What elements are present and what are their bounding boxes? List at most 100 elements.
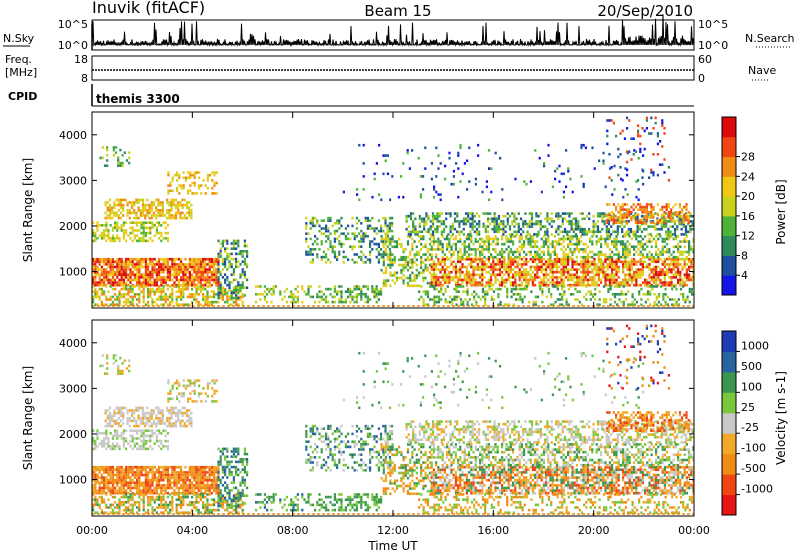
power-cell <box>118 293 121 296</box>
power-cell <box>624 281 627 284</box>
power-cell <box>406 281 410 285</box>
power-cell <box>199 265 202 269</box>
power-cell <box>137 198 140 202</box>
power-cell <box>464 222 468 226</box>
power-cell <box>460 220 463 223</box>
power-cell <box>476 281 479 284</box>
power-cell <box>103 293 106 296</box>
power-cell <box>462 222 465 226</box>
power-cell <box>189 189 192 193</box>
power-cell <box>663 281 666 284</box>
power-cell <box>224 260 227 263</box>
power-cell <box>652 265 655 269</box>
power-cell <box>187 171 190 174</box>
power-cell <box>464 217 468 221</box>
power-cell <box>563 285 566 288</box>
power-cell <box>114 283 117 287</box>
power-cell <box>440 285 443 288</box>
power-cell <box>636 227 639 231</box>
power-cell <box>650 208 653 211</box>
power-cell <box>358 232 361 235</box>
power-cell <box>441 276 444 279</box>
power-cell <box>519 293 522 296</box>
velocity-cell <box>96 473 99 477</box>
power-cell <box>650 235 653 238</box>
power-cell <box>595 253 598 256</box>
power-cell <box>487 248 490 251</box>
power-cell <box>608 119 611 122</box>
power-cell <box>418 290 421 293</box>
power-cell <box>635 263 638 266</box>
colorbar-tick-label: 8 <box>741 249 748 262</box>
power-cell <box>228 281 231 284</box>
power-cell <box>504 214 507 218</box>
power-cell <box>191 273 194 277</box>
power-cell <box>676 211 679 214</box>
nsky-label: N.Sky <box>3 32 35 45</box>
power-cell <box>164 263 167 266</box>
power-cell <box>574 220 578 223</box>
power-cell <box>166 268 169 271</box>
power-cell <box>444 287 447 291</box>
power-cell <box>355 285 358 288</box>
power-cell <box>587 290 590 293</box>
power-cell <box>425 222 428 226</box>
power-cell <box>575 278 578 282</box>
power-cell <box>578 263 581 266</box>
power-cell <box>98 234 101 237</box>
power-cell <box>430 255 433 259</box>
power-cell <box>380 293 383 296</box>
power-cell <box>459 180 462 183</box>
power-cell <box>311 258 314 261</box>
power-cell <box>501 237 504 241</box>
power-cell <box>484 227 487 231</box>
power-cell <box>398 237 401 241</box>
power-cell <box>656 134 659 138</box>
power-cell <box>661 281 664 284</box>
power-cell <box>484 230 487 234</box>
power-cell <box>420 248 423 251</box>
power-cell <box>158 260 161 264</box>
power-cell <box>338 253 341 256</box>
power-cell <box>431 225 435 228</box>
power-cell <box>637 129 640 133</box>
power-cell <box>536 250 539 254</box>
power-cell <box>542 250 545 254</box>
power-cell <box>652 171 655 174</box>
power-cell <box>179 211 182 215</box>
power-cell <box>663 171 666 174</box>
power-cell <box>294 295 297 299</box>
power-cell <box>637 221 640 224</box>
power-cell <box>613 276 616 279</box>
power-cell <box>116 263 119 266</box>
power-cell <box>373 290 376 293</box>
power-cell <box>468 237 471 241</box>
power-cell <box>161 214 164 217</box>
power-cell <box>546 220 549 223</box>
power-cell <box>655 257 658 261</box>
power-cell <box>380 268 383 272</box>
power-cell <box>583 233 586 236</box>
power-cell <box>182 293 185 296</box>
power-cell <box>650 213 653 217</box>
power-cell <box>600 281 603 284</box>
power-cell <box>127 293 130 296</box>
power-cell <box>219 281 222 284</box>
power-cell <box>436 212 439 215</box>
power-cell <box>228 255 231 258</box>
power-cell <box>458 225 461 228</box>
power-cell <box>221 260 224 263</box>
power-cell <box>122 224 125 227</box>
power-cell <box>120 278 123 282</box>
power-cell <box>199 303 202 306</box>
power-cell <box>327 235 330 238</box>
power-cell <box>507 237 510 241</box>
power-cell <box>628 208 631 211</box>
power-cell <box>529 265 532 269</box>
power-cell <box>459 143 462 147</box>
power-cell <box>448 270 451 274</box>
power-cell <box>384 222 387 225</box>
power-cell <box>635 276 638 279</box>
power-cell <box>610 233 613 236</box>
power-cell <box>627 230 630 234</box>
